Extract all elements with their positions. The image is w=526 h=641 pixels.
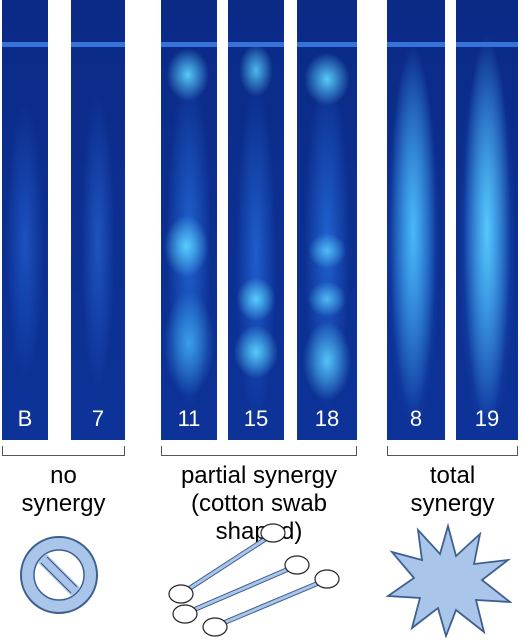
solvent-front [297,42,357,47]
solvent-front [456,42,518,47]
solvent-front [161,42,217,47]
no-entry-sign-icon [20,536,98,614]
lane-label: 11 [177,406,201,431]
lane-label: 15 [243,406,269,431]
group-label-line: synergy [21,490,106,517]
group-bracket-no-synergy [2,446,125,456]
group-label-line: total [429,462,476,489]
lane-19: 19 [456,0,518,440]
lane-label: 19 [474,406,500,431]
group-label-total-synergy: total synergy [387,462,518,518]
lane-8: 8 [387,0,445,440]
solvent-front [387,42,445,47]
lane-label: 18 [314,406,340,431]
group-bracket-partial-synergy [161,446,357,456]
lane-B: B [2,0,48,440]
group-bracket-total-synergy [387,446,518,456]
lane-15: 15 [228,0,284,440]
group-label-line: partial synergy [180,462,338,489]
group-label-line: (cotton swab shaped) [190,490,328,545]
group-label-line: synergy [410,490,495,517]
cotton-swabs-icon [168,523,340,637]
cotton-swab [202,569,340,637]
solvent-front [228,42,284,47]
group-label-no-synergy: no synergy [2,462,125,518]
cotton-swab [168,523,286,604]
lane-label: 8 [409,406,423,431]
lane-7: 7 [71,0,125,440]
lane-18: 18 [297,0,357,440]
lane-label: 7 [91,406,105,431]
group-label-line: no [50,462,77,489]
starburst-icon [385,522,512,638]
solvent-front [2,42,48,47]
lane-label: B [17,406,33,431]
solvent-front [71,42,125,47]
cotton-swab [172,555,310,624]
group-label-partial-synergy: partial synergy (cotton swab shaped) [150,462,368,546]
lane-11: 11 [161,0,217,440]
